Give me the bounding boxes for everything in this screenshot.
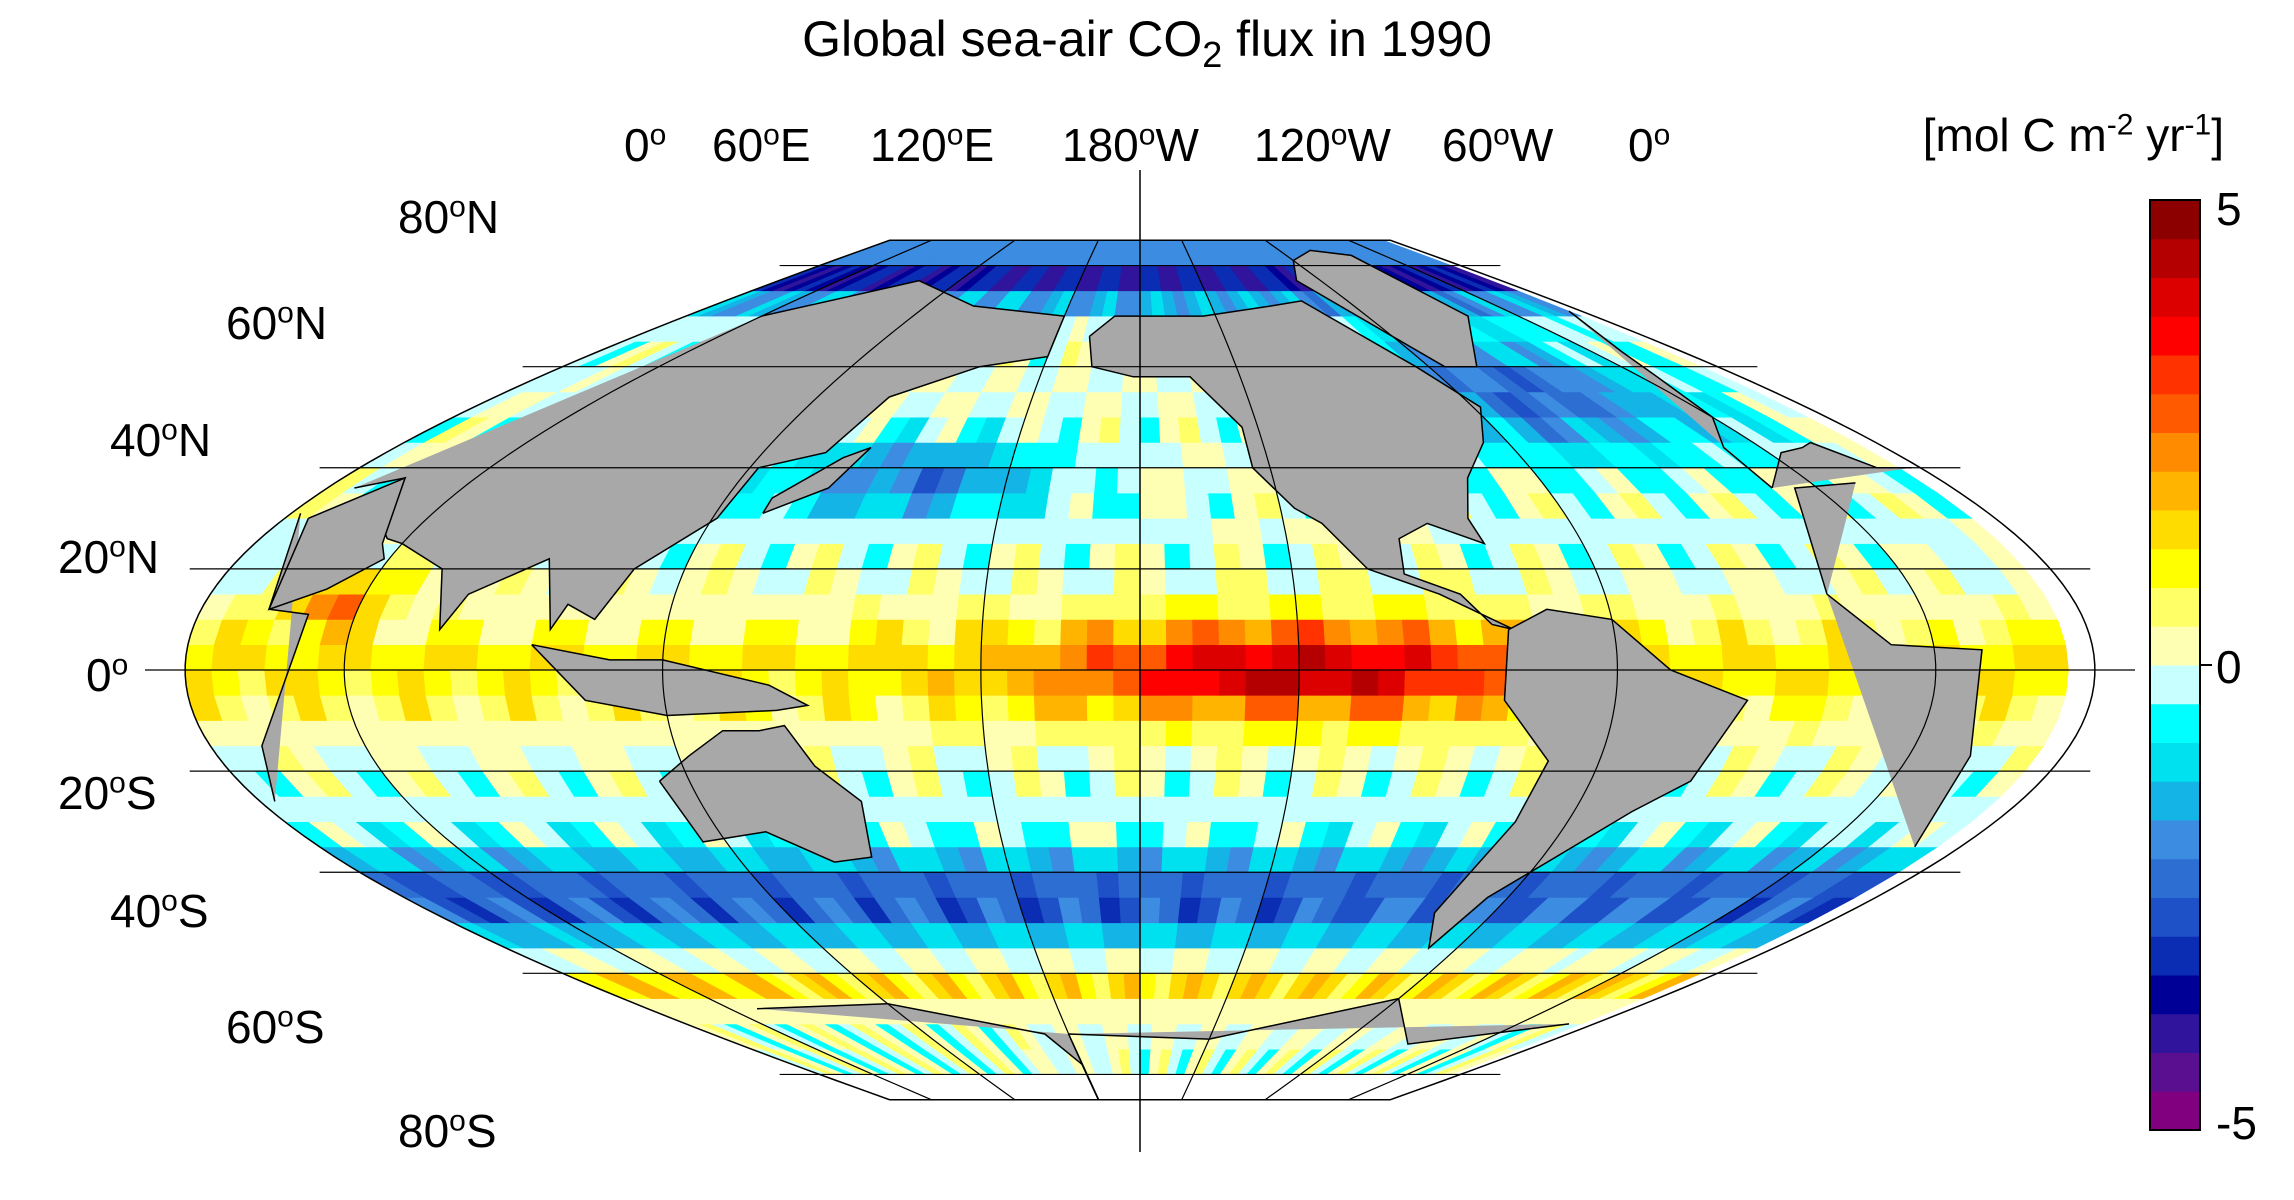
colorbar-swatch: [2150, 316, 2200, 356]
land-polygon: [762, 446, 872, 514]
colorbar-swatch: [2150, 355, 2200, 395]
colorbar-swatch: [2150, 238, 2200, 278]
colorbar-swatch: [2150, 975, 2200, 1015]
colorbar-units: [mol C m-2 yr-1]: [1922, 108, 2224, 161]
lat-label-40s: 40oS: [110, 884, 209, 937]
colorbar-mid-label: 0: [2216, 641, 2242, 693]
land-polygon: [658, 724, 873, 863]
colorbar-swatch: [2150, 742, 2200, 782]
lat-label-40n: 40oN: [110, 413, 212, 466]
colorbar-swatch: [2150, 510, 2200, 550]
lat-label-60n: 60oN: [226, 296, 328, 349]
globe-outline: [184, 239, 2096, 1101]
colorbar-swatch: [2150, 393, 2200, 433]
lon-label-180w: 180oW: [1062, 118, 1199, 171]
colorbar-swatch: [2150, 548, 2200, 588]
colorbar-swatch: [2150, 858, 2200, 898]
colorbar-swatch: [2150, 936, 2200, 976]
lat-label-20n: 20oN: [58, 530, 160, 583]
colorbar-swatch: [2150, 703, 2200, 743]
colorbar: [2149, 199, 2212, 1131]
colorbar-swatch: [2150, 820, 2200, 860]
colorbar-swatch: [2150, 626, 2200, 666]
colorbar-swatch: [2150, 897, 2200, 937]
land-polygon: [267, 476, 407, 611]
colorbar-swatch: [2150, 781, 2200, 821]
colorbar-swatch: [2150, 1091, 2200, 1131]
land-polygon: [261, 482, 1983, 848]
lon-label-60e: 60oE: [712, 118, 811, 171]
map-title: Global sea-air CO2 flux in 1990: [802, 11, 1492, 75]
land-polygon: [531, 643, 811, 717]
lon-label-0-east: 0o: [1628, 118, 1671, 171]
graticule: [145, 170, 2135, 1152]
land-polygon: [1292, 249, 1478, 368]
land-masses: [261, 249, 1983, 1100]
colorbar-swatch: [2150, 200, 2200, 240]
colorbar-max-label: 5: [2216, 183, 2242, 235]
lon-label-120w: 120oW: [1254, 118, 1391, 171]
lat-label-eq: 0o: [86, 648, 129, 701]
colorbar-swatch: [2150, 471, 2200, 511]
land-polygon: [1088, 300, 1515, 631]
lon-label-0: 0o: [624, 118, 667, 171]
colorbar-swatch: [2150, 665, 2200, 705]
lat-label-20s: 20oS: [58, 766, 157, 819]
land-polygon: [1427, 608, 1749, 951]
lat-label-80s: 80oS: [398, 1104, 497, 1157]
colorbar-swatch: [2150, 1052, 2200, 1092]
lat-label-60s: 60oS: [226, 1000, 325, 1053]
colorbar-min-label: -5: [2216, 1097, 2257, 1149]
lon-label-120e: 120oE: [870, 118, 995, 171]
colorbar-swatch: [2150, 432, 2200, 472]
colorbar-swatch: [2150, 587, 2200, 627]
lon-label-60w: 60oW: [1442, 118, 1554, 171]
colorbar-swatch: [2150, 1013, 2200, 1053]
lat-label-80n: 80oN: [398, 190, 500, 243]
colorbar-swatch: [2150, 277, 2200, 317]
